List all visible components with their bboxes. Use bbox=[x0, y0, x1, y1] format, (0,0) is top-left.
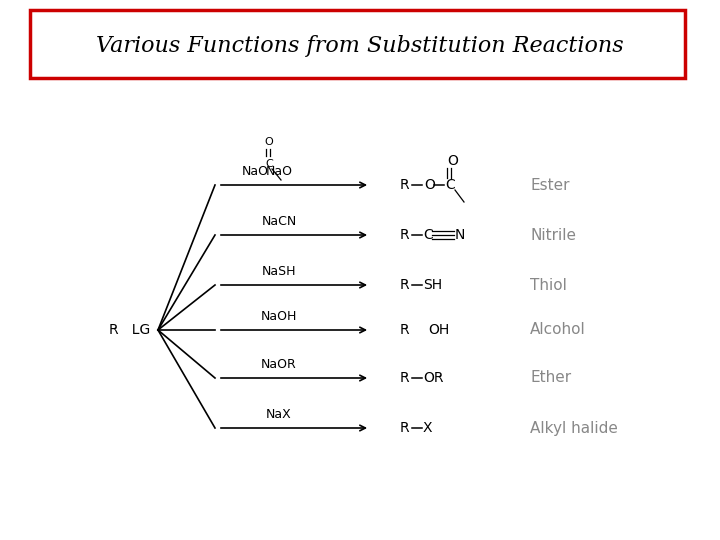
Text: NaCN: NaCN bbox=[261, 215, 297, 228]
Text: O: O bbox=[424, 178, 435, 192]
Text: Alcohol: Alcohol bbox=[530, 322, 586, 338]
Text: Ester: Ester bbox=[530, 178, 570, 192]
Text: R: R bbox=[400, 421, 410, 435]
Text: Ether: Ether bbox=[530, 370, 571, 386]
Text: X: X bbox=[423, 421, 433, 435]
Text: NaOR: NaOR bbox=[261, 358, 297, 371]
Text: NaO: NaO bbox=[241, 165, 269, 178]
Text: OR: OR bbox=[423, 371, 444, 385]
Text: R: R bbox=[400, 228, 410, 242]
Text: Alkyl halide: Alkyl halide bbox=[530, 421, 618, 435]
Text: NaOH: NaOH bbox=[261, 310, 297, 323]
FancyBboxPatch shape bbox=[30, 10, 685, 78]
Text: C: C bbox=[423, 228, 433, 242]
Text: NaX: NaX bbox=[266, 408, 292, 421]
Text: R: R bbox=[400, 178, 410, 192]
Text: R: R bbox=[400, 278, 410, 292]
Text: SH: SH bbox=[423, 278, 442, 292]
Text: Nitrile: Nitrile bbox=[530, 227, 576, 242]
Text: R   LG: R LG bbox=[109, 323, 150, 337]
Text: O: O bbox=[265, 137, 274, 147]
Text: C: C bbox=[265, 159, 273, 169]
Text: R: R bbox=[400, 371, 410, 385]
Text: C: C bbox=[445, 178, 455, 192]
Text: NaO: NaO bbox=[266, 165, 292, 178]
Text: O: O bbox=[447, 154, 458, 168]
Text: OH: OH bbox=[428, 323, 449, 337]
Text: Various Functions from Substitution Reactions: Various Functions from Substitution Reac… bbox=[96, 35, 624, 57]
Text: R: R bbox=[400, 323, 410, 337]
Text: NaSH: NaSH bbox=[262, 265, 296, 278]
Text: Thiol: Thiol bbox=[530, 278, 567, 293]
Text: N: N bbox=[455, 228, 465, 242]
